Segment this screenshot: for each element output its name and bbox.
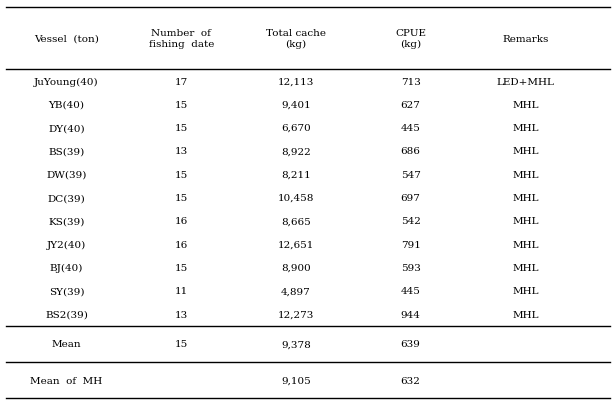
Text: Vessel  (ton): Vessel (ton) <box>34 34 99 44</box>
Text: Remarks: Remarks <box>502 34 548 44</box>
Text: JY2(40): JY2(40) <box>47 240 86 249</box>
Text: MHL: MHL <box>512 287 538 296</box>
Text: 593: 593 <box>400 263 421 272</box>
Text: MHL: MHL <box>512 194 538 203</box>
Text: MHL: MHL <box>512 170 538 179</box>
Text: 17: 17 <box>174 77 188 86</box>
Text: 15: 15 <box>174 263 188 272</box>
Text: 8,922: 8,922 <box>281 147 311 156</box>
Text: 15: 15 <box>174 340 188 348</box>
Text: 9,378: 9,378 <box>281 340 311 348</box>
Text: MHL: MHL <box>512 263 538 272</box>
Text: CPUE
(kg): CPUE (kg) <box>395 29 426 49</box>
Text: MHL: MHL <box>512 147 538 156</box>
Text: 627: 627 <box>400 101 421 109</box>
Text: 445: 445 <box>400 287 421 296</box>
Text: BS2(39): BS2(39) <box>45 310 88 319</box>
Text: Mean  of  MH: Mean of MH <box>30 376 103 385</box>
Text: 15: 15 <box>174 124 188 133</box>
Text: MHL: MHL <box>512 217 538 226</box>
Text: MHL: MHL <box>512 240 538 249</box>
Text: 12,651: 12,651 <box>278 240 314 249</box>
Text: DW(39): DW(39) <box>46 170 87 179</box>
Text: 4,897: 4,897 <box>281 287 311 296</box>
Text: KS(39): KS(39) <box>48 217 85 226</box>
Text: 791: 791 <box>400 240 421 249</box>
Text: LED+MHL: LED+MHL <box>496 77 554 86</box>
Text: MHL: MHL <box>512 310 538 319</box>
Text: YB(40): YB(40) <box>49 101 84 109</box>
Text: BS(39): BS(39) <box>49 147 84 156</box>
Text: 944: 944 <box>400 310 421 319</box>
Text: MHL: MHL <box>512 101 538 109</box>
Text: JuYoung(40): JuYoung(40) <box>34 77 99 86</box>
Text: 8,900: 8,900 <box>281 263 311 272</box>
Text: 686: 686 <box>400 147 421 156</box>
Text: 697: 697 <box>400 194 421 203</box>
Text: 12,113: 12,113 <box>278 77 314 86</box>
Text: 11: 11 <box>174 287 188 296</box>
Text: DC(39): DC(39) <box>47 194 86 203</box>
Text: Mean: Mean <box>52 340 81 348</box>
Text: MHL: MHL <box>512 124 538 133</box>
Text: Total cache
(kg): Total cache (kg) <box>266 29 326 49</box>
Text: 713: 713 <box>400 77 421 86</box>
Text: 15: 15 <box>174 101 188 109</box>
Text: 9,401: 9,401 <box>281 101 311 109</box>
Text: 8,211: 8,211 <box>281 170 311 179</box>
Text: DY(40): DY(40) <box>48 124 85 133</box>
Text: 6,670: 6,670 <box>281 124 311 133</box>
Text: 639: 639 <box>400 340 421 348</box>
Text: 10,458: 10,458 <box>278 194 314 203</box>
Text: 15: 15 <box>174 194 188 203</box>
Text: SY(39): SY(39) <box>49 287 84 296</box>
Text: 632: 632 <box>400 376 421 385</box>
Text: BJ(40): BJ(40) <box>50 263 83 272</box>
Text: 8,665: 8,665 <box>281 217 311 226</box>
Text: 445: 445 <box>400 124 421 133</box>
Text: 15: 15 <box>174 170 188 179</box>
Text: 547: 547 <box>400 170 421 179</box>
Text: 13: 13 <box>174 310 188 319</box>
Text: 16: 16 <box>174 240 188 249</box>
Text: 16: 16 <box>174 217 188 226</box>
Text: 12,273: 12,273 <box>278 310 314 319</box>
Text: 13: 13 <box>174 147 188 156</box>
Text: 9,105: 9,105 <box>281 376 311 385</box>
Text: Number  of
fishing  date: Number of fishing date <box>148 29 214 49</box>
Text: 542: 542 <box>400 217 421 226</box>
